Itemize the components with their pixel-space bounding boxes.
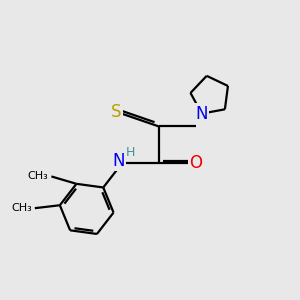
Text: N: N <box>196 105 208 123</box>
Text: S: S <box>111 103 122 121</box>
Text: CH₃: CH₃ <box>11 203 32 213</box>
Text: H: H <box>125 146 135 159</box>
Text: CH₃: CH₃ <box>28 172 49 182</box>
Text: O: O <box>189 154 202 172</box>
Text: N: N <box>112 152 125 170</box>
